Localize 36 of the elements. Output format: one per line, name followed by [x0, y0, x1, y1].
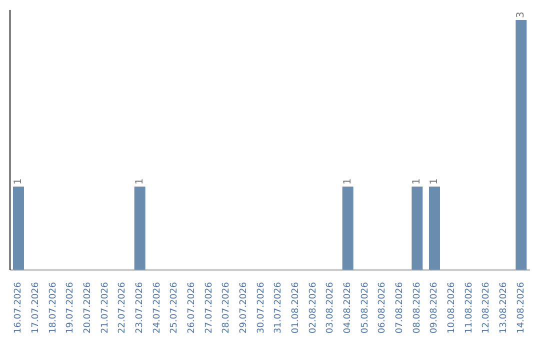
- x-tick-label: 11.08.2026: [464, 282, 474, 334]
- x-tick-label: 26.07.2026: [187, 282, 197, 334]
- x-tick-label: 07.08.2026: [395, 282, 405, 334]
- data-label: 1: [342, 178, 354, 185]
- x-tick-label: 27.07.2026: [204, 282, 214, 334]
- x-tick-label: 12.08.2026: [482, 282, 492, 334]
- data-label: 1: [134, 178, 146, 185]
- data-label: 1: [429, 178, 440, 185]
- x-tick-label: 17.07.2026: [31, 282, 41, 334]
- x-tick-label: 16.07.2026: [14, 282, 24, 334]
- x-tick-label: 24.07.2026: [152, 282, 162, 334]
- x-tick-label: 29.07.2026: [239, 282, 249, 334]
- x-tick-label: 09.08.2026: [430, 282, 440, 334]
- x-tick-label: 13.08.2026: [499, 282, 509, 334]
- x-tick-label: 02.08.2026: [308, 282, 318, 334]
- x-tick-label: 23.07.2026: [135, 282, 145, 334]
- data-label: 3: [516, 12, 527, 18]
- x-tick-label: 06.08.2026: [378, 282, 388, 334]
- x-tick-label: 25.07.2026: [170, 282, 180, 334]
- x-tick-label: 21.07.2026: [100, 282, 110, 334]
- data-label: 1: [412, 178, 423, 185]
- x-tick-label: 18.07.2026: [48, 282, 58, 334]
- x-tick-label: 31.07.2026: [274, 282, 284, 334]
- x-tick-label: 14.08.2026: [516, 282, 526, 334]
- x-tick-label: 22.07.2026: [118, 282, 128, 334]
- x-tick-label: 28.07.2026: [222, 282, 232, 334]
- x-tick-label: 03.08.2026: [326, 282, 336, 334]
- x-tick-label: 05.08.2026: [360, 282, 370, 334]
- x-tick-label: 08.08.2026: [412, 282, 422, 334]
- x-tick-label: 04.08.2026: [343, 282, 353, 334]
- x-tick-label: 10.08.2026: [447, 282, 457, 334]
- x-tick-label: 01.08.2026: [291, 282, 301, 334]
- x-tick-label: 30.07.2026: [256, 282, 266, 334]
- x-tick-label: 20.07.2026: [83, 282, 93, 334]
- x-tick-label: 19.07.2026: [66, 282, 76, 334]
- data-label: 1: [13, 178, 24, 185]
